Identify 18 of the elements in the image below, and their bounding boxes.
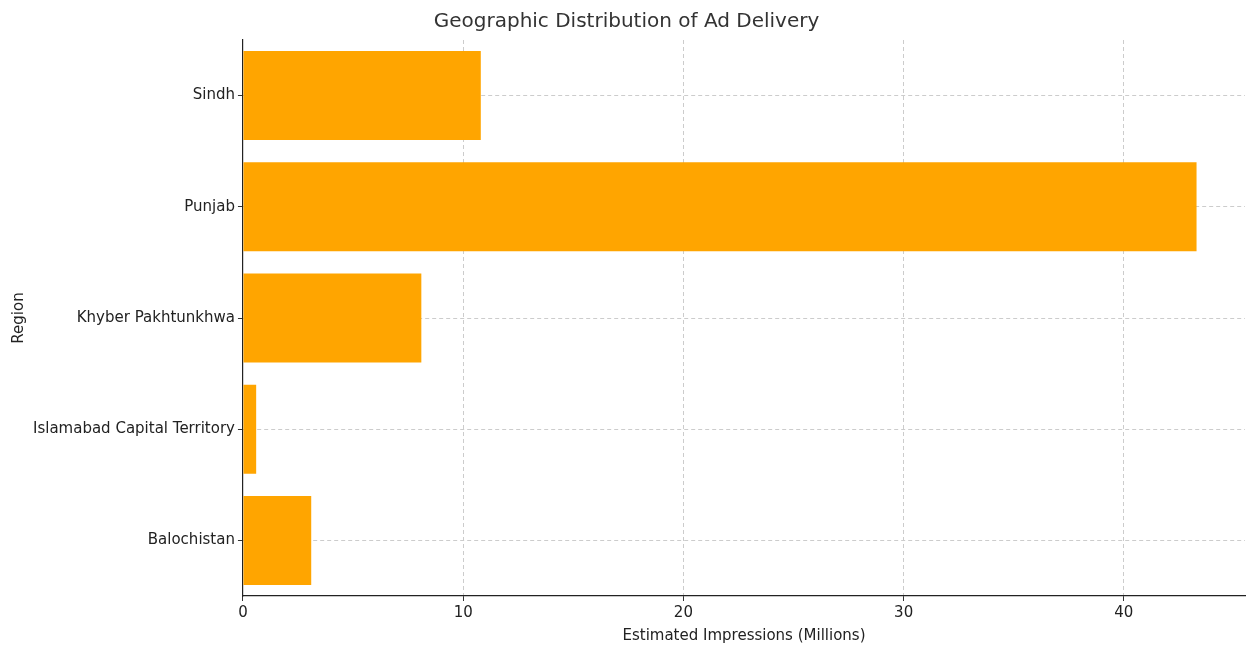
y-axis-title: Region <box>8 292 27 344</box>
x-axis-title: Estimated Impressions (Millions) <box>622 625 866 644</box>
chart-title: Geographic Distribution of Ad Delivery <box>433 8 820 33</box>
bar <box>243 495 312 585</box>
y-tick-label: Balochistan <box>147 530 235 549</box>
x-tick-label: 20 <box>673 602 693 621</box>
bar <box>243 384 257 474</box>
x-tick-label: 10 <box>453 602 473 621</box>
y-tick-label: Islamabad Capital Territory <box>33 419 236 438</box>
y-tick-label: Khyber Pakhtunkhwa <box>76 307 235 326</box>
y-tick-label: Sindh <box>192 85 235 104</box>
x-tick-label: 0 <box>238 602 248 621</box>
x-tick-label: 30 <box>894 602 914 621</box>
bar <box>243 162 1197 252</box>
bar <box>243 51 481 141</box>
y-tick-label: Punjab <box>184 196 235 215</box>
x-tick-label: 40 <box>1114 602 1134 621</box>
bar <box>243 273 422 363</box>
